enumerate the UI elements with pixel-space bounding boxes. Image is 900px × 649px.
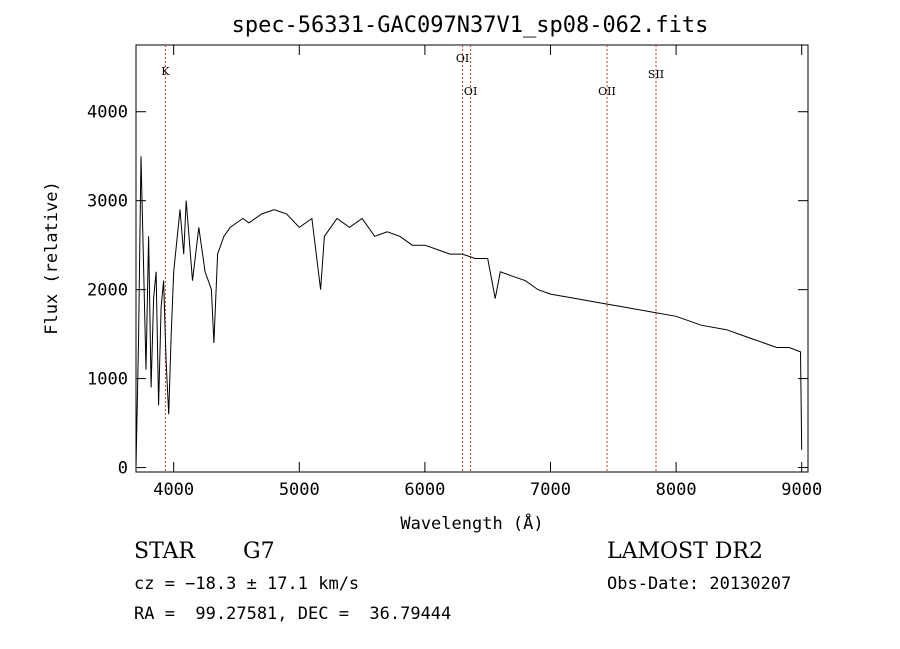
line-marker-label: OI (464, 85, 477, 98)
spectrum-series-line (135, 156, 803, 468)
plot-frame (135, 44, 809, 473)
x-tick-label: 5000 (279, 480, 320, 500)
object-subclass: G7 (243, 539, 275, 564)
line-marker-label: OII (598, 85, 616, 98)
observation-date: Obs-Date: 20130207 (607, 574, 792, 594)
line-marker-label: K (161, 65, 170, 78)
y-tick-label: 0 (118, 459, 128, 479)
y-tick-label: 3000 (87, 192, 128, 212)
line-marker-label: SII (648, 68, 664, 81)
y-axis-label: Flux (relative) (42, 181, 62, 335)
axis-ticks: 4000 5000 6000 7000 8000 9000 0 1000 2000 3000 400… (87, 45, 822, 500)
x-tick-label: 7000 (530, 480, 571, 500)
x-axis-label: Wavelength (Å) (400, 512, 543, 534)
chart-title: spec-56331-GAC097N37V1_sp08-062.fits (232, 13, 709, 38)
line-marker-label: OI (456, 52, 469, 65)
survey-name: LAMOST DR2 (607, 539, 763, 564)
x-tick-label: 6000 (404, 480, 445, 500)
x-tick-label: 4000 (153, 480, 194, 500)
line-markers: K OI OI OII SII (161, 45, 664, 472)
coordinates: RA = 99.27581, DEC = 36.79444 (134, 604, 452, 624)
object-class: STAR (134, 539, 195, 564)
y-tick-label: 1000 (87, 370, 128, 390)
x-tick-label: 9000 (781, 480, 822, 500)
y-tick-label: 2000 (87, 281, 128, 301)
y-tick-label: 4000 (87, 103, 128, 123)
redshift-cz: cz = −18.3 ± 17.1 km/s (134, 574, 360, 594)
x-tick-label: 8000 (656, 480, 697, 500)
